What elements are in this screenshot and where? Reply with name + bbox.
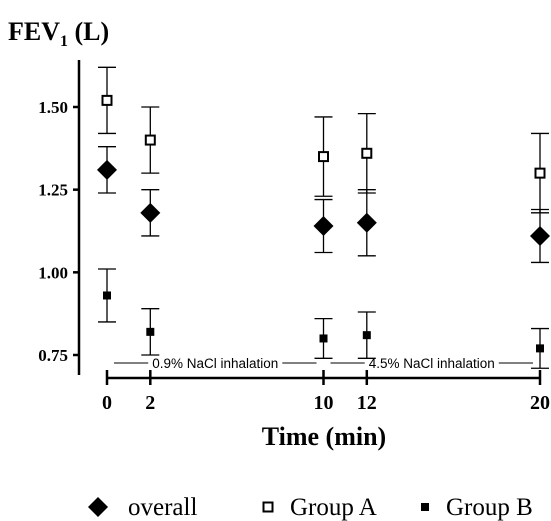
x-tick-label: 10 bbox=[314, 392, 334, 414]
series-group-b bbox=[98, 268, 549, 369]
x-tick-label: 20 bbox=[530, 392, 550, 414]
x-tick-label: 0 bbox=[102, 392, 112, 414]
legend-label: Group A bbox=[290, 494, 377, 521]
legend-marker bbox=[421, 503, 429, 511]
chart-title: FEV1 (L) bbox=[8, 17, 109, 50]
legend-label: overall bbox=[128, 494, 197, 521]
x-axis-ticks: 0 2 10 12 20 bbox=[102, 370, 550, 414]
plot-area bbox=[97, 66, 550, 369]
legend-item: Group A bbox=[262, 494, 377, 521]
x-axis-label: Time (min) bbox=[262, 422, 386, 451]
data-point bbox=[103, 291, 111, 300]
phase-annotations: 0.9% NaCl inhalation 4.5% NaCl inhalation bbox=[114, 356, 533, 371]
x-tick-label: 12 bbox=[357, 392, 377, 414]
chart-title-main: FEV bbox=[8, 17, 60, 46]
chart-title-subscript: 1 bbox=[60, 33, 68, 50]
annotation-label: 4.5% NaCl inhalation bbox=[369, 356, 495, 371]
data-point bbox=[356, 212, 377, 233]
data-point bbox=[144, 134, 156, 146]
legend-item: overall bbox=[88, 494, 197, 521]
x-tick-label: 2 bbox=[145, 392, 155, 414]
legend: overall Group A Group B bbox=[88, 494, 533, 521]
y-tick-label: 1.50 bbox=[38, 98, 68, 117]
data-point bbox=[534, 167, 546, 179]
legend-label: Group B bbox=[446, 494, 533, 521]
legend-item: Group B bbox=[421, 494, 533, 521]
y-tick-label: 0.75 bbox=[38, 346, 68, 365]
chart-title-unit: (L) bbox=[68, 17, 109, 46]
data-point bbox=[101, 94, 113, 106]
data-point bbox=[140, 202, 161, 223]
data-point bbox=[536, 344, 544, 353]
data-point bbox=[362, 331, 371, 340]
y-tick-label: 1.00 bbox=[38, 263, 68, 282]
data-point bbox=[97, 159, 117, 180]
y-tick-label: 1.25 bbox=[38, 181, 68, 200]
legend-marker bbox=[88, 497, 108, 517]
data-point bbox=[361, 147, 373, 159]
data-point bbox=[530, 225, 550, 246]
series-group-a bbox=[98, 66, 549, 214]
series-overall bbox=[97, 146, 550, 264]
y-axis-ticks: 0.75 1.00 1.25 1.50 bbox=[38, 98, 79, 365]
data-point bbox=[318, 151, 329, 163]
data-point bbox=[319, 334, 328, 343]
data-point bbox=[146, 327, 155, 336]
annotation-label: 0.9% NaCl inhalation bbox=[152, 356, 278, 371]
data-point bbox=[313, 216, 334, 237]
legend-marker bbox=[262, 501, 274, 513]
